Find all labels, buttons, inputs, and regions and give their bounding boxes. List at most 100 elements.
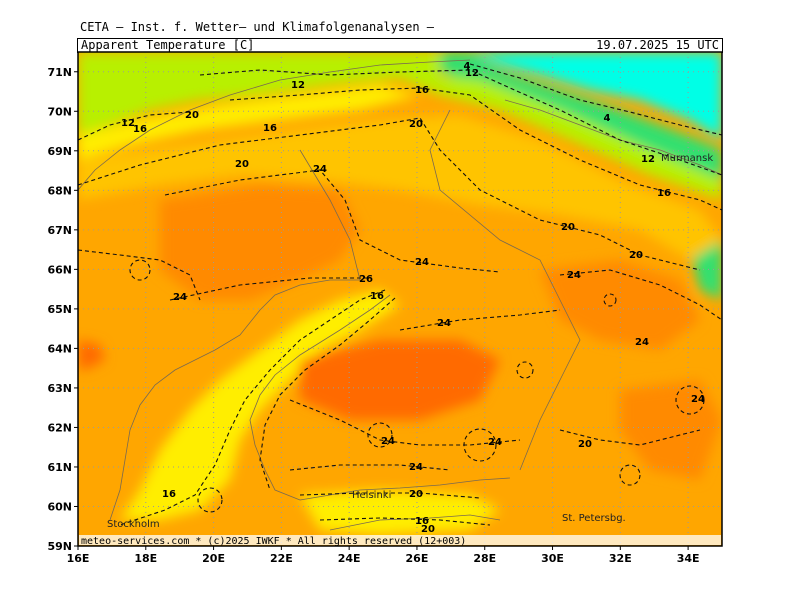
coastline-bothnia-east (249, 294, 391, 501)
yellow-area-south (300, 490, 500, 535)
lat-tick-label: 59N (47, 540, 72, 553)
isolines (78, 63, 722, 526)
lat-tick-label: 65N (47, 303, 72, 316)
lon-tick-label: 30E (541, 552, 564, 565)
isoline-24-center (164, 169, 501, 273)
contour-label: 12 (121, 118, 135, 129)
place-st-petersburg: St. Petersbg. (562, 513, 626, 524)
lat-tick-label: 70N (47, 105, 72, 118)
isoline-24-west (78, 249, 201, 301)
contour-label: 20 (421, 524, 435, 535)
isoline-16-south (319, 517, 491, 526)
yellow-area (78, 85, 420, 160)
isoline-24-south (289, 464, 451, 471)
contour-label: 20 (629, 250, 643, 261)
contour-label: 24 (381, 436, 395, 447)
isoline-24-cell-5 (129, 259, 151, 281)
contour-label: 24 (415, 257, 429, 268)
contour-label: 24 (488, 437, 502, 448)
coastline-estonia (329, 514, 501, 531)
hotter-area (300, 340, 500, 420)
lon-tick-label: 34E (677, 552, 700, 565)
latitude-axis: 59N 60N 61N 62N 63N 64N 65N 66N 67N 68N 69N 70N 71N (47, 66, 78, 553)
contour-label: 16 (370, 291, 384, 302)
parameter-label: Apparent_Temperature [C] (81, 38, 255, 52)
isoline-16-north (229, 87, 722, 211)
contour-label: 24 (437, 318, 451, 329)
place-labels: Murmansk Helsinki Stockholm St. Petersbg… (107, 153, 713, 530)
coastline-norway (78, 59, 471, 191)
border-sweden-finland (299, 149, 361, 281)
lat-tick-label: 71N (47, 66, 72, 79)
contour-label: 24 (409, 462, 423, 473)
contour-label: 20 (578, 439, 592, 450)
isoline-20-cell-6 (197, 487, 223, 513)
contour-label: 24 (173, 292, 187, 303)
contour-label: 12 (465, 68, 479, 79)
contour-label: 20 (235, 159, 249, 170)
isoline-24-gulf (169, 277, 370, 301)
isoline-12-west (78, 111, 191, 141)
lon-tick-label: 18E (134, 552, 157, 565)
lon-tick-label: 22E (270, 552, 293, 565)
lat-tick-label: 66N (47, 263, 72, 276)
yellow-area-gulf (120, 290, 400, 520)
lon-tick-label: 32E (609, 552, 632, 565)
contour-label: 16 (133, 124, 147, 135)
cold-area (470, 52, 722, 140)
lat-tick-label: 67N (47, 224, 72, 237)
place-murmansk: Murmansk (661, 153, 713, 164)
contour-label: 24 (313, 164, 327, 175)
isoline-24-cell-7 (516, 361, 534, 379)
contour-label: 16 (415, 516, 429, 527)
contour-label: 16 (657, 188, 671, 199)
map-frame (77, 51, 723, 547)
isoline-24-cell-2 (463, 428, 497, 462)
isoline-24-cell-3 (675, 385, 705, 415)
lon-tick-label: 26E (406, 552, 429, 565)
isoline-24-cell-1 (367, 422, 393, 448)
isoline-24-cell-8 (603, 293, 617, 307)
isoline-16-gulf (119, 289, 386, 526)
hotter-area-west (78, 340, 105, 370)
contour-label: 24 (691, 394, 705, 405)
border-finland-russia (429, 109, 581, 471)
chart-title: CETA — Inst. f. Wetter— und Klimafolgena… (80, 20, 435, 34)
isoline-24-east-lakes (399, 309, 561, 331)
place-stockholm: Stockholm (107, 519, 160, 530)
lon-tick-label: 28E (473, 552, 496, 565)
lon-tick-label: 24E (338, 552, 361, 565)
contour-label: 20 (561, 222, 575, 233)
isoline-24-finland (289, 399, 521, 446)
lon-tick-label: 20E (202, 552, 225, 565)
lat-tick-label: 64N (47, 342, 72, 355)
lat-tick-label: 61N (47, 461, 72, 474)
lat-tick-label: 69N (47, 145, 72, 158)
place-helsinki: Helsinki (352, 490, 391, 501)
coastline-finland-south (299, 477, 511, 501)
copyright-footer: meteo-services.com * (c)2025 IWKF * All … (81, 536, 466, 547)
contour-label: 24 (567, 270, 581, 281)
hot-area-east (540, 260, 700, 350)
isoline-20-gulf (259, 297, 396, 491)
lon-tick-label: 16E (67, 552, 90, 565)
contour-label: 12 (291, 80, 305, 91)
lat-tick-label: 63N (47, 382, 72, 395)
lat-tick-label: 60N (47, 500, 72, 513)
lat-tick-label: 68N (47, 184, 72, 197)
isoline-20-russia (559, 429, 701, 446)
contour-label: 26 (359, 274, 373, 285)
isoline-24-russia (559, 269, 722, 321)
isoline-24-cell-4 (619, 464, 641, 486)
mild-area-north (380, 70, 722, 200)
footer-bar (79, 535, 721, 545)
isoline-20-south (299, 492, 481, 499)
isoline-4 (469, 63, 722, 136)
contour-label: 4 (604, 113, 611, 124)
contour-label: 16 (263, 123, 277, 134)
isoline-20-north (78, 117, 701, 271)
hot-area-south (620, 380, 722, 480)
contour-label: 16 (162, 489, 176, 500)
contour-label: 20 (409, 489, 423, 500)
